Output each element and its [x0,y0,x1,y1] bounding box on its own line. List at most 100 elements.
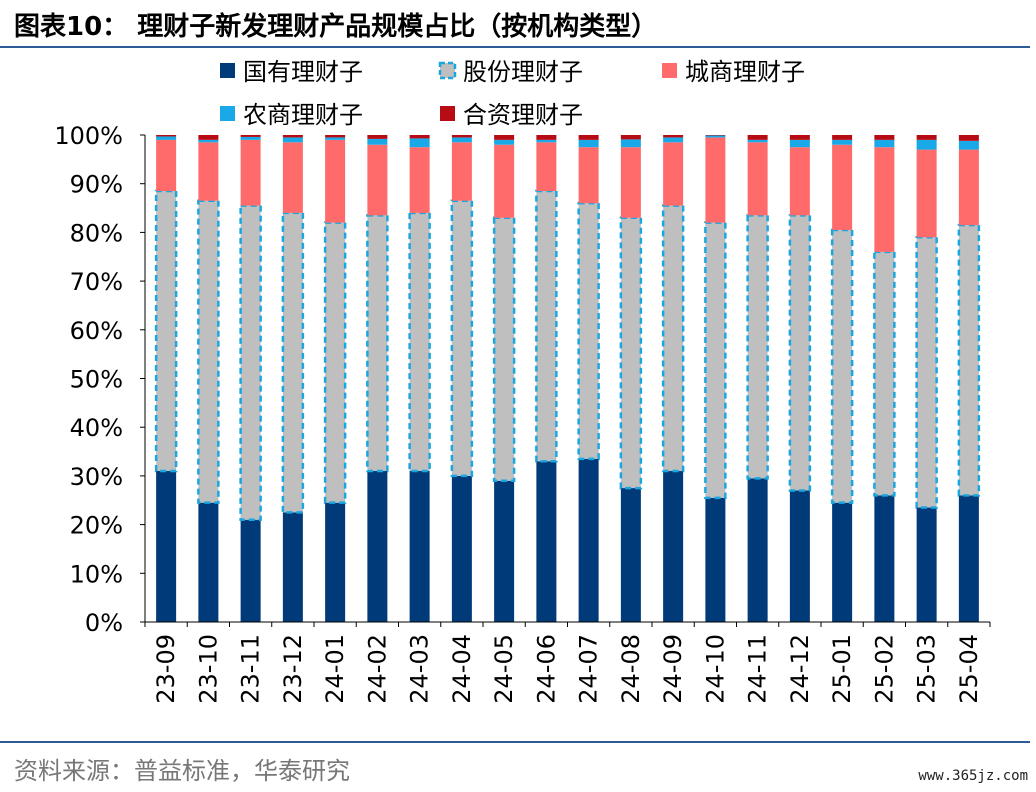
legend-label: 股份理财子 [463,58,583,86]
bar-segment [282,135,303,138]
footer-divider [0,741,1030,743]
x-tick-label: 24-07 [575,634,603,704]
bar-segment [450,199,474,478]
bar-segment [747,478,768,622]
bar-segment [705,135,726,138]
y-tick-label: 20% [70,512,123,540]
x-tick-label: 23-10 [194,634,222,704]
bar-segment [747,139,768,143]
bar-segment [536,142,557,192]
x-tick-label: 24-09 [659,634,687,704]
bar-segment [367,138,388,145]
y-tick-label: 100% [54,122,123,150]
bar-segment [198,502,219,622]
x-tick-label: 23-09 [152,634,180,704]
x-tick-label: 24-03 [406,634,434,704]
bar-segment [367,471,388,622]
bar-segment [578,147,599,204]
bar-segment [830,228,854,504]
bar-segment [325,137,346,140]
bar-segment [958,135,979,141]
bar-segment [578,139,599,148]
y-tick-label: 0% [85,609,123,637]
legend-label: 合资理财子 [463,101,583,129]
bar-segment [704,221,727,500]
legend-swatch [220,63,235,78]
bar-segment [282,512,303,622]
legend-swatch [662,63,677,78]
bar-segment [451,475,472,622]
bar-segment [663,471,684,622]
bar-segment [620,139,641,148]
bar-segment [494,144,515,218]
bar-segment [409,138,430,148]
bar-segment [198,135,219,140]
x-axis: 23-09 23-10 23-11 23-12 24-01 24-02 24-03 24-04… [144,621,991,704]
x-tick-label: 24-12 [786,634,814,704]
bar-segment [197,199,220,504]
bar-segment [367,144,388,216]
x-tick-label: 25-03 [913,634,941,704]
bar-segment [536,139,557,143]
bar-segment [156,139,177,192]
x-tick-label: 23-12 [279,634,307,704]
bar-segment [915,236,938,509]
bar-segment [494,135,515,140]
x-tick-label: 24-01 [321,634,349,704]
bar-segment [874,139,895,148]
watermark: www.365jz.com [918,768,1028,784]
bar-segment [240,139,261,206]
bar-segment [154,189,178,473]
bar-segment [789,135,810,140]
bar-segment [619,216,643,490]
bar-segment [663,142,684,206]
bar-segment [788,214,812,492]
bar-segment [661,204,685,473]
x-tick-label: 24-08 [617,634,645,704]
bar-segment [156,135,177,137]
bar-segment [494,480,515,622]
bar-segment [409,471,430,622]
bar-segment [916,135,937,140]
y-tick-label: 90% [70,171,123,199]
x-tick-label: 24-06 [532,634,560,704]
x-tick-label: 25-02 [870,634,898,704]
bar-segment [239,204,262,521]
bar-segment [789,490,810,622]
y-axis: 0% 10% 20% 30% 40% 50% 60% 70% 80% 90% 100% [54,122,146,637]
bar-segment [789,147,810,216]
bar-segment [325,135,346,138]
y-tick-label: 80% [70,219,123,247]
title-divider [0,46,1030,48]
bar-segment [451,135,472,138]
source-note: 资料来源：普益标准，华泰研究 [14,757,350,785]
bar-segment [832,135,853,140]
bar-segment [535,189,558,463]
bar-segment [198,142,219,201]
bar-segment [958,140,979,150]
bar-segment [536,135,557,140]
bar-segment [832,502,853,622]
bar-segment [156,136,177,140]
bar-segment [451,142,472,201]
bar-segment [240,135,261,137]
bar-segment [536,461,557,622]
bar-segment [832,144,853,230]
bar-segment [832,139,853,145]
bar-segment [620,147,641,218]
bar-segment [240,136,261,140]
legend-swatch [220,106,235,121]
y-tick-label: 70% [70,268,123,296]
bar-segment [409,147,430,213]
x-tick-label: 23-11 [237,634,265,704]
bar-segment [916,139,937,150]
bar-segment [366,214,389,473]
bar-segment [916,149,937,238]
bar-segment [323,221,347,504]
page-title: 图表10： 理财子新发理财产品规模占比（按机构类型） [14,12,658,42]
bar-segment [240,519,261,622]
bar-segment [746,214,769,480]
bar-segment [747,142,768,216]
